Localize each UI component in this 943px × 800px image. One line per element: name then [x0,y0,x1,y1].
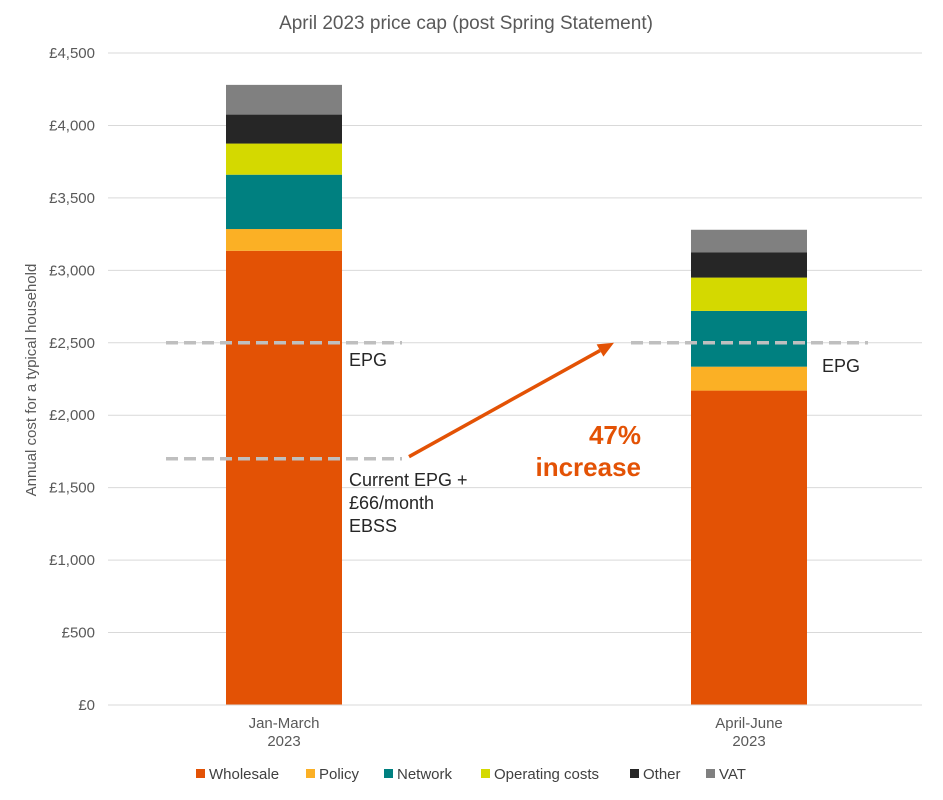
legend-item: Operating costs [481,766,599,783]
legend-item: Network [384,766,453,783]
increase-annotation: 47% increase [535,420,641,482]
bar-segment-other [691,252,807,278]
bar-segment-wholesale [691,390,807,705]
y-tick-label: £3,000 [49,262,95,279]
legend-swatch [306,769,315,778]
y-axis-ticks: £0 £500 £1,000 £1,500 £2,000 £2,500 £3,000 £3,5… [49,45,95,714]
legend: Wholesale Policy Network Operating costs Oth… [196,766,746,783]
bar-segment-operating-costs [226,143,342,175]
reference-line-label: Current EPG + £66/month EBSS [349,470,468,536]
legend-label: VAT [719,766,746,783]
legend-label: Policy [319,766,360,783]
bar-segment-policy [691,366,807,391]
legend-item: VAT [706,766,746,783]
bar-segment-other [226,114,342,144]
y-tick-label: £500 [62,625,95,642]
x-category-label: April-June 2023 [715,715,783,750]
increase-arrow [408,342,614,459]
bar-segment-network [226,174,342,230]
reference-lines: EPG EPG Current EPG + £66/month EBSS [166,341,868,536]
legend-swatch [384,769,393,778]
arrow-shaft [408,349,601,459]
increase-annotation-text: 47% increase [535,420,641,482]
y-tick-label: £1,500 [49,480,95,497]
reference-line-label: EPG [822,356,860,376]
y-tick-label: £4,500 [49,45,95,62]
arrow-head [596,342,614,357]
reference-line-label: EPG [349,350,387,370]
bar-segment-network [691,310,807,367]
x-category-label: Jan-March 2023 [249,715,320,750]
bar-segment-policy [226,229,342,251]
bars [226,84,807,706]
y-tick-label: £0 [78,697,95,714]
bar-segment-operating-costs [691,277,807,311]
y-tick-label: £2,000 [49,407,95,424]
chart-title: April 2023 price cap (post Spring Statem… [279,13,653,34]
bar-segment-wholesale [226,250,342,706]
legend-label: Operating costs [494,766,599,783]
legend-swatch [481,769,490,778]
bar-segment-vat [691,229,807,253]
legend-item: Policy [306,766,360,783]
y-tick-label: £4,000 [49,117,95,134]
legend-item: Other [630,766,681,783]
legend-swatch [630,769,639,778]
legend-label: Network [397,766,453,783]
y-axis-title: Annual cost for a typical household [23,264,40,497]
y-tick-label: £2,500 [49,335,95,352]
y-tick-label: £3,500 [49,190,95,207]
legend-label: Wholesale [209,766,279,783]
legend-label: Other [643,766,681,783]
bar-segment-vat [226,84,342,115]
legend-item: Wholesale [196,766,279,783]
y-tick-label: £1,000 [49,552,95,569]
legend-swatch [196,769,205,778]
legend-swatch [706,769,715,778]
x-axis-labels: Jan-March 2023 April-June 2023 [249,715,783,750]
